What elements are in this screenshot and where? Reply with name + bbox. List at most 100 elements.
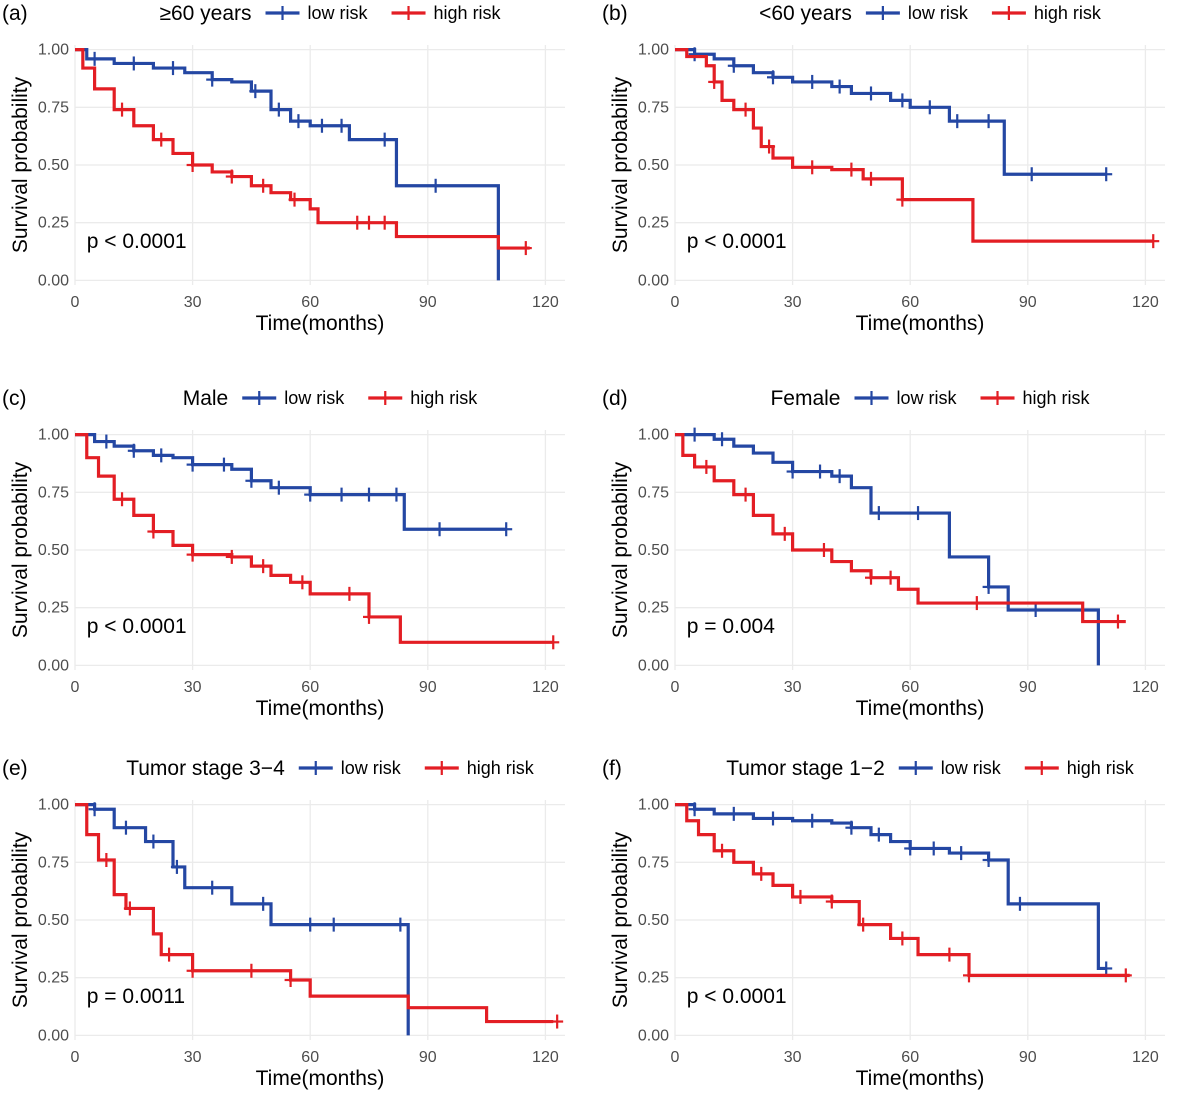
censor-mark-high xyxy=(865,570,877,585)
y-tick-label: 1.00 xyxy=(638,797,669,814)
y-tick-label: 0.00 xyxy=(638,657,669,674)
legend-label-low: low risk xyxy=(908,3,969,23)
censor-mark-low xyxy=(814,464,827,479)
legend-key-low: low risk xyxy=(854,388,957,408)
legend-label-high: high risk xyxy=(1034,3,1102,23)
x-tick-label: 0 xyxy=(671,679,680,696)
panel-label: (b) xyxy=(602,2,628,25)
censor-mark-low xyxy=(688,802,701,817)
x-axis-title: Time(months) xyxy=(256,1067,385,1090)
censor-mark-high xyxy=(547,635,560,650)
censor-mark-high xyxy=(123,901,136,916)
censor-mark-low xyxy=(292,114,305,129)
x-tick-label: 60 xyxy=(901,679,919,696)
legend: <60 years low risk high risk xyxy=(759,2,1102,25)
censor-mark-low xyxy=(716,432,729,447)
censor-mark-high xyxy=(343,586,356,601)
legend: Tumor stage 3−4 low risk high risk xyxy=(126,757,535,780)
y-axis-title: Survival probability xyxy=(9,831,32,1008)
y-axis-title: Survival probability xyxy=(609,76,632,253)
y-tick-label: 0.25 xyxy=(638,970,669,987)
x-tick-label: 0 xyxy=(71,294,80,311)
y-tick-label: 0.50 xyxy=(38,542,69,559)
censor-mark-high xyxy=(896,192,909,207)
censor-mark-low xyxy=(147,834,160,849)
censor-mark-low xyxy=(88,802,101,817)
censor-mark-high xyxy=(963,968,975,983)
censor-mark-low xyxy=(1013,896,1026,911)
censor-mark-low xyxy=(167,61,179,76)
censor-mark-low xyxy=(872,506,885,521)
legend: Tumor stage 1−2 low risk high risk xyxy=(726,757,1135,780)
censor-mark-low xyxy=(955,846,968,861)
censor-mark-high xyxy=(155,132,168,147)
censor-mark-high xyxy=(1147,234,1160,249)
y-axis-title: Survival probability xyxy=(609,461,632,638)
censor-mark-high xyxy=(116,492,129,507)
y-axis-title: Survival probability xyxy=(9,461,32,638)
censor-mark-low xyxy=(872,827,885,842)
legend-title: Female xyxy=(770,387,840,410)
legend-key-low: low risk xyxy=(265,3,369,23)
censor-mark-low xyxy=(170,859,183,874)
censor-mark-high xyxy=(245,963,258,978)
x-tick-label: 60 xyxy=(301,294,319,311)
legend: Female low risk high risk xyxy=(770,387,1090,410)
y-tick-label: 1.00 xyxy=(638,42,669,59)
censor-mark-high xyxy=(806,160,819,175)
y-tick-label: 1.00 xyxy=(38,797,69,814)
y-tick-label: 1.00 xyxy=(638,427,669,444)
legend-label-low: low risk xyxy=(941,758,1002,778)
p-value: p < 0.0001 xyxy=(87,615,187,638)
censor-mark-high xyxy=(116,102,129,117)
censor-mark-high xyxy=(225,549,238,564)
censor-mark-low xyxy=(982,114,995,129)
legend-title: Male xyxy=(183,387,229,410)
censor-mark-low xyxy=(786,464,799,479)
legend-label-high: high risk xyxy=(467,758,535,778)
grid xyxy=(74,800,565,1040)
legend-key-high: high risk xyxy=(980,388,1091,408)
y-tick-label: 0.50 xyxy=(638,912,669,929)
censor-mark-high xyxy=(778,526,791,541)
censor-mark-low xyxy=(394,917,407,932)
censor-mark-low xyxy=(119,820,132,835)
y-tick-label: 0.75 xyxy=(638,854,669,871)
censor-mark-high xyxy=(700,459,713,474)
km-panel-5: 0 30 60 90 120 0.00 0.25 0.50 0.75 1.00 Time(month… xyxy=(2,757,565,1090)
legend-key-high: high risk xyxy=(368,388,478,408)
legend-label-high: high risk xyxy=(434,3,502,23)
x-tick-label: 0 xyxy=(671,294,680,311)
x-tick-label: 90 xyxy=(419,294,437,311)
censor-mark-low xyxy=(767,811,779,826)
censor-mark-low xyxy=(206,880,219,895)
x-tick-label: 0 xyxy=(671,1049,680,1066)
censor-mark-high xyxy=(186,547,199,562)
x-tick-label: 90 xyxy=(1019,1049,1037,1066)
km-curve-high xyxy=(675,433,1126,624)
censor-mark-low xyxy=(1100,167,1113,182)
legend: ≥60 years low risk high risk xyxy=(159,2,501,25)
y-tick-label: 0.75 xyxy=(638,99,669,116)
legend-key-high: high risk xyxy=(391,3,502,23)
censor-mark-low xyxy=(249,84,262,99)
x-tick-label: 30 xyxy=(784,294,802,311)
legend-label-low: low risk xyxy=(341,758,402,778)
censor-mark-high xyxy=(363,609,375,624)
km-curve-high xyxy=(75,803,554,1024)
x-tick-label: 90 xyxy=(419,1049,437,1066)
legend-key-low: low risk xyxy=(298,758,402,778)
y-tick-label: 0.25 xyxy=(638,600,669,617)
y-tick-label: 0.50 xyxy=(638,157,669,174)
censor-mark-low xyxy=(806,74,819,89)
x-tick-label: 90 xyxy=(419,679,437,696)
km-curve-high xyxy=(675,803,1130,977)
censor-mark-high xyxy=(845,162,858,177)
y-tick-label: 0.00 xyxy=(638,1027,669,1044)
legend-label-high: high risk xyxy=(1023,388,1091,408)
y-tick-label: 0.50 xyxy=(638,542,669,559)
censor-mark-high xyxy=(363,215,375,230)
censor-mark-low xyxy=(127,56,140,71)
x-tick-label: 30 xyxy=(184,679,202,696)
